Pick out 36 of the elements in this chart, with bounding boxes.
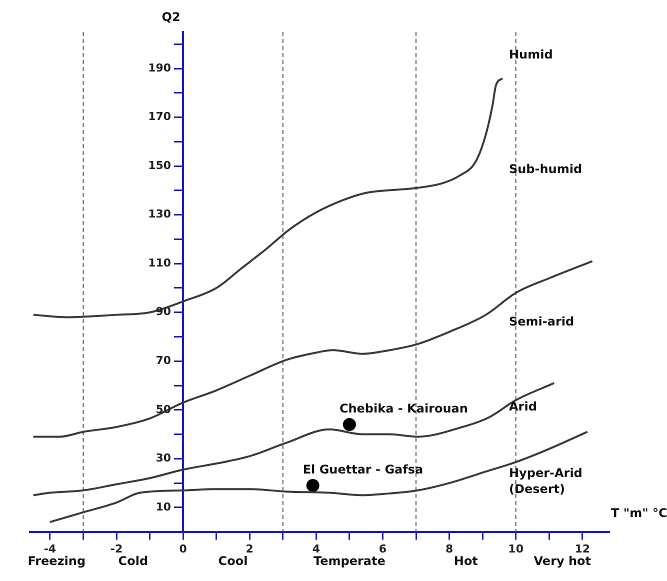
text: Cool bbox=[218, 554, 248, 568]
text: Cold bbox=[118, 554, 148, 568]
text: Hot bbox=[454, 554, 478, 568]
series-label: El Guettar - Gafsa bbox=[302, 462, 424, 477]
y-tick-label: 150 bbox=[148, 158, 172, 172]
x-tick-label: -4 bbox=[44, 542, 56, 556]
x-tick-label: 2 bbox=[246, 542, 254, 556]
line-series bbox=[48, 430, 588, 524]
y-axis-title: Q2 bbox=[162, 10, 180, 24]
series-label: Chebika - Kairouan bbox=[339, 402, 468, 416]
line-series bbox=[32, 260, 594, 438]
annotation: Hyper-Arid (Desert) bbox=[509, 466, 582, 496]
annotation: Sub-humid bbox=[509, 162, 582, 176]
x-tick-label: -2 bbox=[110, 542, 123, 556]
x-axis-title: T "m" °C bbox=[611, 506, 667, 520]
x-tick-label: 4 bbox=[312, 542, 320, 556]
line-series bbox=[32, 77, 504, 318]
y-tick-label: 70 bbox=[156, 354, 172, 367]
y-tick-label: 170 bbox=[148, 110, 172, 124]
y-tick-label: 30 bbox=[156, 452, 172, 465]
x-tick-label: 0 bbox=[179, 542, 188, 556]
text: Temperate bbox=[314, 554, 386, 568]
x-tick-label: 6 bbox=[378, 542, 387, 556]
annotation: Semi-arid bbox=[509, 314, 574, 328]
y-tick-label: 10 bbox=[156, 500, 172, 514]
y-tick-label: 90 bbox=[156, 305, 172, 318]
x-tick-label: 10 bbox=[508, 542, 524, 556]
y-tick-label: 190 bbox=[148, 61, 172, 74]
annotation: Arid bbox=[509, 400, 537, 414]
text: Freezing bbox=[28, 554, 86, 568]
text: Very hot bbox=[534, 554, 592, 568]
y-tick-label: 110 bbox=[148, 256, 172, 270]
x-tick-label: 12 bbox=[574, 542, 590, 556]
y-tick-label: 130 bbox=[148, 208, 172, 221]
x-tick-label: 8 bbox=[445, 542, 454, 556]
annotation: Humid bbox=[509, 47, 553, 62]
